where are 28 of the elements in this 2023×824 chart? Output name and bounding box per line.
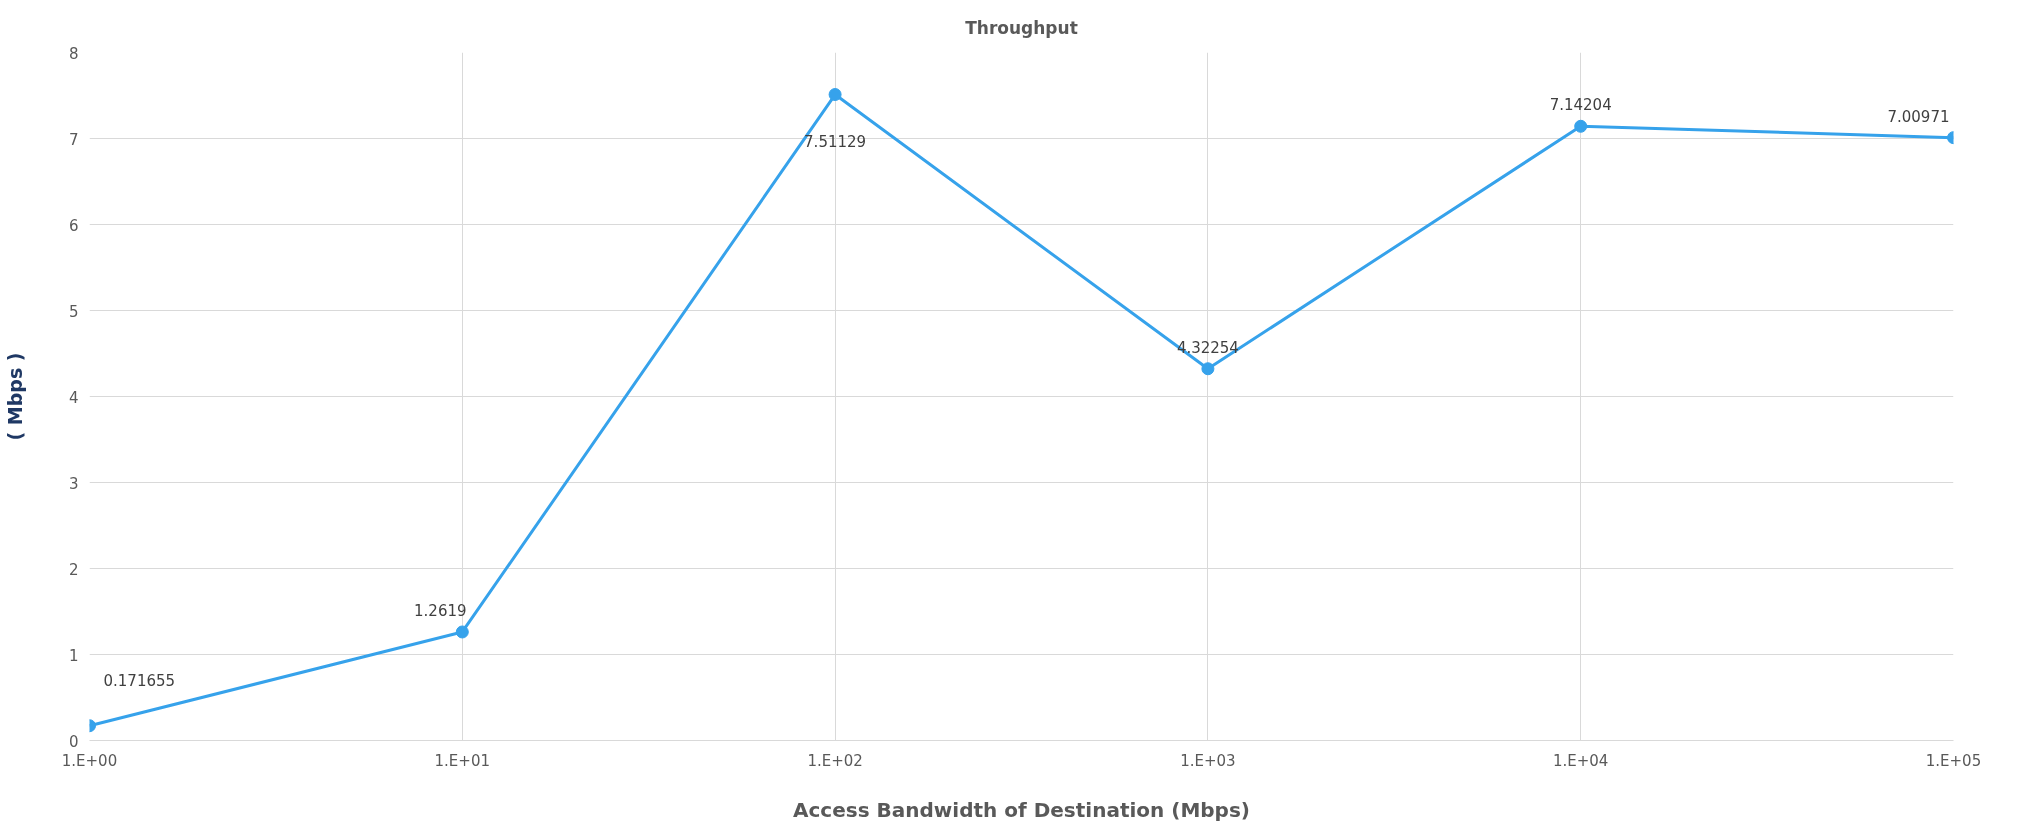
y-tick-label: 4 (68, 388, 79, 407)
point (1574, 119, 1588, 133)
x-axis-title: Access Bandwidth of Destination (Mbps) (793, 797, 1250, 822)
data-label: 7.51129 (804, 132, 867, 151)
x-tick-label: 1.E+03 (1180, 751, 1236, 770)
y-tick-label: 6 (68, 216, 79, 235)
point (1201, 362, 1215, 376)
chart-title: Throughput (965, 17, 1078, 38)
x-tick-label: 1.E+05 (1925, 751, 1982, 770)
y-tick-label: 5 (68, 302, 79, 321)
data-label: 4.32254 (1176, 338, 1239, 357)
point (828, 88, 842, 102)
y-tick-label: 2 (68, 560, 79, 579)
y-tick-label: 8 (68, 44, 79, 63)
y-tick-label: 0 (68, 732, 79, 751)
x-tick-label: 1.E+04 (1552, 751, 1609, 770)
data-label: 1.2619 (414, 601, 467, 620)
x-tick-label: 1.E+00 (61, 751, 118, 770)
data-label: 0.171655 (103, 671, 176, 690)
data-label: 7.00971 (1887, 107, 1950, 126)
point (455, 625, 469, 639)
y-axis-title: ( Mbps ) (3, 352, 26, 441)
x-tick-label: 1.E+02 (807, 751, 863, 770)
y-tick-label: 3 (68, 474, 79, 493)
data-label: 7.14204 (1549, 96, 1612, 115)
y-tick-label: 1 (68, 646, 79, 665)
x-tick-label: 1.E+01 (434, 751, 491, 770)
y-tick-label: 7 (68, 130, 79, 149)
